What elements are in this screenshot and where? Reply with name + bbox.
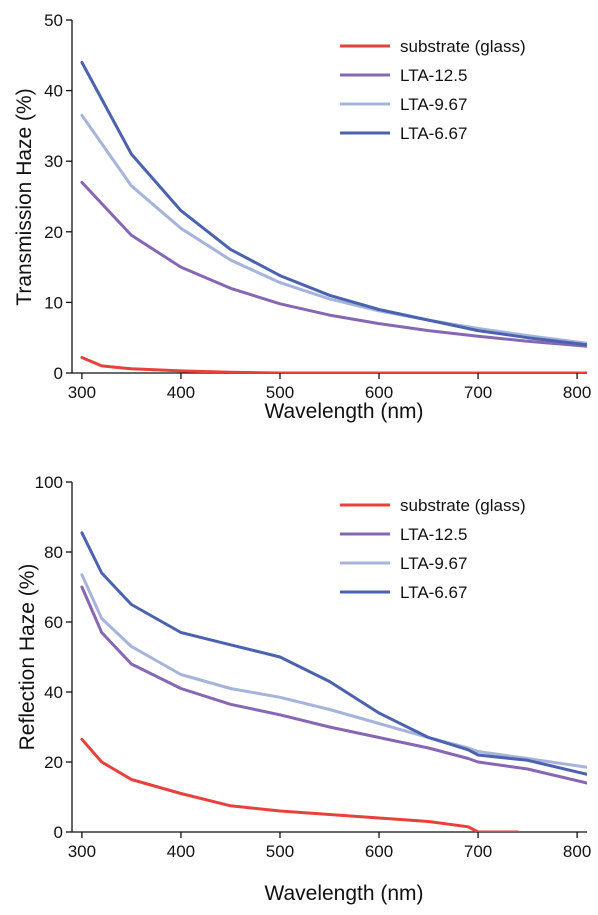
y-tick-label: 50 [44,11,63,30]
series-line-substrate-glass [80,737,520,832]
y-axis-title: Reflection Haze (%) [16,564,39,751]
x-tick-label: 700 [464,383,492,402]
x-axis-title: Wavelength (nm) [264,882,423,905]
y-axis-title: Transmission Haze (%) [13,88,36,305]
legend-label: LTA-6.67 [400,583,467,602]
x-axis-title: Wavelength (nm) [264,400,423,423]
y-tick-label: 40 [44,683,63,702]
x-tick-label: 400 [167,842,195,861]
legend-label: LTA-9.67 [400,554,467,573]
y-tick-label: 20 [44,223,63,242]
x-tick-label: 700 [464,842,492,861]
series-line-lta-9-67 [80,573,587,769]
legend-label: LTA-12.5 [400,66,467,85]
x-tick-label: 300 [68,383,96,402]
y-tick-label: 40 [44,82,63,101]
x-tick-label: 600 [365,842,393,861]
series-line-lta-6-67 [80,60,587,347]
x-tick-label: 500 [266,842,294,861]
y-tick-label: 80 [44,543,63,562]
x-tick-label: 800 [563,383,591,402]
series-line-substrate-glass [80,356,587,373]
x-tick-label: 600 [365,383,393,402]
y-tick-label: 60 [44,613,63,632]
x-tick-label: 800 [563,842,591,861]
series-line-lta-9-67 [80,113,587,345]
x-tick-label: 400 [167,383,195,402]
y-tick-label: 10 [44,293,63,312]
y-tick-label: 0 [54,823,63,842]
transmission-haze-panel: Transmission Haze (%) Wavelength (nm) 0 1… [13,11,591,423]
y-tick-label: 20 [44,753,63,772]
legend-label: LTA-12.5 [400,525,467,544]
series-line-lta-12-5 [80,585,587,785]
legend-label: LTA-9.67 [400,95,467,114]
reflection-haze-panel: Reflection Haze (%) Wavelength (nm) 0 20 4… [16,473,591,905]
series-line-lta-12-5 [80,180,587,348]
legend-label: substrate (glass) [400,496,526,515]
legend-label: substrate (glass) [400,37,526,56]
y-tick-label: 30 [44,152,63,171]
y-tick-label: 100 [35,473,63,492]
y-tick-label: 0 [54,364,63,383]
x-tick-label: 300 [68,842,96,861]
x-tick-label: 500 [266,383,294,402]
legend-label: LTA-6.67 [400,124,467,143]
series-line-lta-6-67 [80,531,587,776]
